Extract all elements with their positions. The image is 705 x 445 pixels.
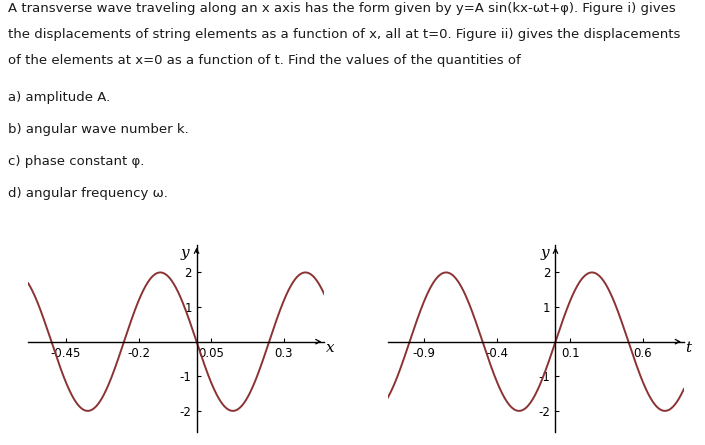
Text: t: t: [685, 341, 692, 355]
Text: the displacements of string elements as a function of x, all at t=0. Figure ii) : the displacements of string elements as …: [8, 28, 681, 41]
Text: y: y: [180, 247, 190, 260]
Text: d) angular frequency ω.: d) angular frequency ω.: [8, 187, 168, 200]
Text: y: y: [541, 247, 550, 260]
Text: A transverse wave traveling along an x axis has the form given by y=A sin(kx-ωt+: A transverse wave traveling along an x a…: [8, 2, 676, 15]
Text: a) amplitude A.: a) amplitude A.: [8, 91, 111, 104]
Text: c) phase constant φ.: c) phase constant φ.: [8, 155, 145, 168]
Text: b) angular wave number k.: b) angular wave number k.: [8, 123, 189, 136]
Text: x: x: [326, 341, 334, 355]
Text: of the elements at x=0 as a function of t. Find the values of the quantities of: of the elements at x=0 as a function of …: [8, 54, 521, 67]
